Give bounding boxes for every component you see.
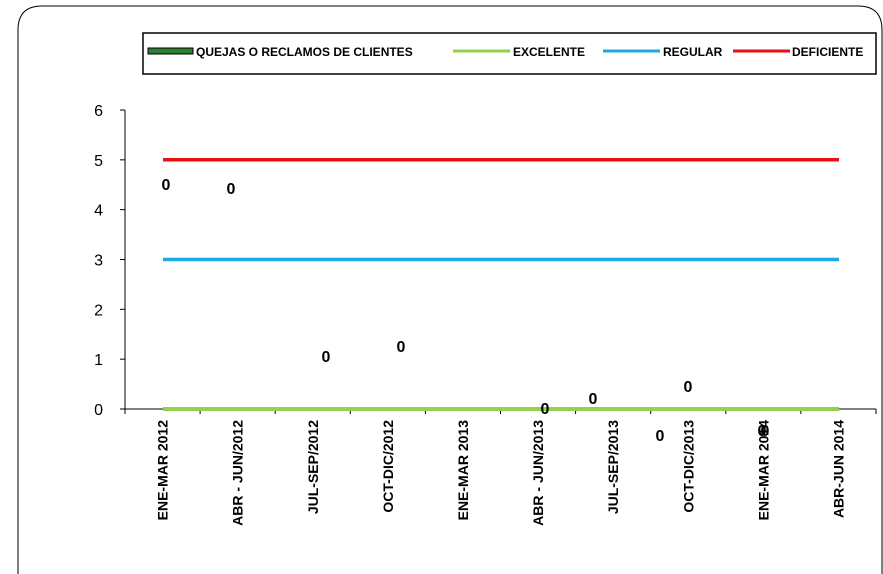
data-label: 0	[589, 391, 598, 408]
y-tick-label: 4	[94, 203, 103, 220]
y-tick-label: 0	[94, 402, 103, 419]
legend-swatch-quejas	[147, 47, 194, 55]
data-label: 0	[761, 423, 770, 440]
x-tick-label: OCT-DIC/2013	[680, 420, 696, 513]
y-axis: 0 1 2 3 4 5 6	[94, 103, 126, 419]
y-tick-label: 2	[94, 302, 103, 319]
y-tick-label: 3	[94, 253, 103, 270]
y-tick-label: 6	[94, 103, 103, 120]
data-label: 0	[397, 339, 406, 356]
x-tick-label: ENE-MAR 2014	[755, 420, 771, 521]
data-label: 0	[541, 401, 550, 418]
legend-label-excelente: EXCELENTE	[513, 45, 585, 59]
x-tick-label: ABR-JUN 2014	[830, 420, 846, 518]
legend-label-quejas: QUEJAS O RECLAMOS DE CLIENTES	[196, 45, 413, 59]
legend: QUEJAS O RECLAMOS DE CLIENTES EXCELENTE …	[142, 32, 877, 75]
data-label: 0	[684, 379, 693, 396]
x-tick-label: ABR - JUN/2012	[230, 420, 246, 526]
x-tick-label: ENE-MAR 2012	[155, 420, 171, 521]
data-label: 0	[656, 428, 665, 445]
x-tick-label: OCT-DIC/2012	[380, 420, 396, 513]
y-ticks: 0 1 2 3 4 5 6	[94, 103, 125, 419]
series-lines	[163, 158, 839, 411]
legend-label-regular: REGULAR	[663, 45, 723, 59]
x-tick-label: JUL-SEP/2012	[305, 420, 321, 514]
legend-label-deficiente: DEFICIENTE	[792, 45, 863, 59]
x-tick-label: JUL-SEP/2013	[605, 420, 621, 514]
data-label: 0	[227, 181, 236, 198]
x-tick-label: ENE-MAR 2013	[455, 420, 471, 521]
x-tick-label: ABR - JUN/2013	[530, 420, 546, 526]
data-label: 0	[758, 423, 767, 440]
data-label: 0	[162, 177, 171, 194]
chart-border	[17, 5, 883, 574]
legend-box	[142, 32, 877, 75]
x-labels: ENE-MAR 2012 ABR - JUN/2012 JUL-SEP/2012 OC…	[155, 420, 847, 526]
y-tick-label: 1	[94, 352, 103, 369]
x-axis: ENE-MAR 2012 ABR - JUN/2012 JUL-SEP/2012 OC…	[124, 408, 877, 526]
data-label: 0	[322, 349, 331, 366]
y-tick-label: 5	[94, 153, 103, 170]
